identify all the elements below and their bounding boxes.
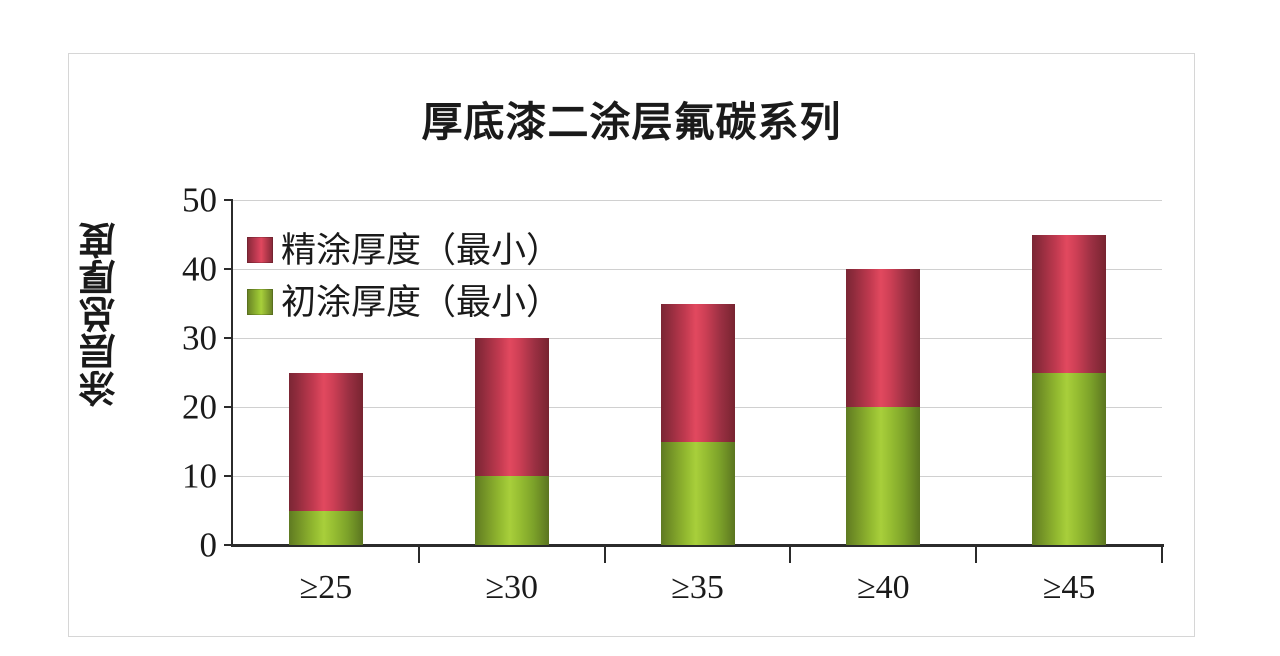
gridline bbox=[233, 269, 1162, 270]
y-axis-line bbox=[231, 200, 233, 545]
bar-segment-chutu[interactable] bbox=[474, 476, 549, 545]
legend-item-jingtu[interactable]: 精涂厚度（最小） bbox=[247, 224, 561, 276]
bar-segment-chutu[interactable] bbox=[660, 441, 735, 545]
x-axis-tick-label: ≥25 bbox=[299, 569, 353, 606]
y-axis-tick-label: 40 bbox=[182, 249, 217, 289]
bar-segment-jingtu[interactable] bbox=[846, 269, 921, 407]
chart-frame: 厚底漆二涂层氟碳系列 bbox=[68, 53, 1195, 637]
x-axis-tick bbox=[417, 545, 420, 563]
legend-item-chutu[interactable]: 初涂厚度（最小） bbox=[247, 276, 561, 328]
legend-label-jingtu: 精涂厚度（最小） bbox=[281, 230, 562, 270]
x-axis-tick bbox=[603, 545, 606, 563]
x-axis-tick-label: ≥35 bbox=[671, 569, 724, 606]
x-axis-tick bbox=[1161, 545, 1163, 563]
y-axis-tick-label: 20 bbox=[182, 387, 217, 427]
y-axis-tick bbox=[224, 406, 233, 408]
bar-group[interactable] bbox=[474, 200, 549, 545]
y-axis-tick bbox=[224, 544, 233, 546]
plot-area: 0 10 20 30 40 50 ≥25 ≥30 ≥35 ≥40 ≥45 精涂厚度（最小） 初涂厚… bbox=[182, 183, 1164, 605]
y-axis-tick-label: 50 bbox=[182, 180, 217, 220]
gridline bbox=[233, 200, 1162, 201]
bar-segment-jingtu[interactable] bbox=[474, 338, 549, 476]
bar-segment-jingtu[interactable] bbox=[288, 372, 363, 511]
y-axis-tick bbox=[224, 268, 233, 270]
x-axis-tick-label: ≥45 bbox=[1042, 569, 1096, 606]
plot-inner: 0 10 20 30 40 50 ≥25 ≥30 ≥35 ≥40 ≥45 精涂厚度（最小） 初涂厚… bbox=[182, 183, 1164, 605]
bar-group[interactable] bbox=[660, 200, 735, 545]
y-axis-title: 涂层总厚度 bbox=[81, 222, 122, 407]
y-axis-tick bbox=[224, 337, 233, 339]
bar-segment-chutu[interactable] bbox=[1032, 372, 1107, 545]
bar-group[interactable] bbox=[846, 200, 921, 545]
legend-label-chutu: 初涂厚度（最小） bbox=[281, 282, 562, 322]
chart-title: 厚底漆二涂层氟碳系列 bbox=[421, 99, 842, 145]
bar-segment-jingtu[interactable] bbox=[660, 303, 735, 442]
legend-swatch-icon-jingtu bbox=[247, 237, 273, 263]
y-axis-tick bbox=[224, 475, 233, 477]
x-axis-tick-label: ≥30 bbox=[485, 569, 539, 606]
bar-segment-chutu[interactable] bbox=[846, 407, 921, 545]
y-axis-tick-label: 0 bbox=[199, 525, 218, 565]
x-axis-tick-label: ≥40 bbox=[856, 569, 910, 606]
x-axis-line bbox=[231, 544, 1164, 547]
bar-segment-chutu[interactable] bbox=[288, 510, 363, 545]
y-axis-tick-label: 10 bbox=[182, 456, 217, 496]
x-axis-tick bbox=[789, 545, 792, 563]
legend-swatch-icon-chutu bbox=[247, 289, 273, 315]
legend: 精涂厚度（最小） 初涂厚度（最小） bbox=[247, 224, 561, 328]
x-axis-tick bbox=[975, 545, 978, 563]
bar-group[interactable] bbox=[1032, 200, 1107, 545]
bar-segment-jingtu[interactable] bbox=[1032, 234, 1107, 373]
y-axis-tick-label: 30 bbox=[182, 318, 217, 358]
bar-group[interactable] bbox=[288, 200, 363, 545]
y-axis-tick bbox=[224, 199, 233, 201]
